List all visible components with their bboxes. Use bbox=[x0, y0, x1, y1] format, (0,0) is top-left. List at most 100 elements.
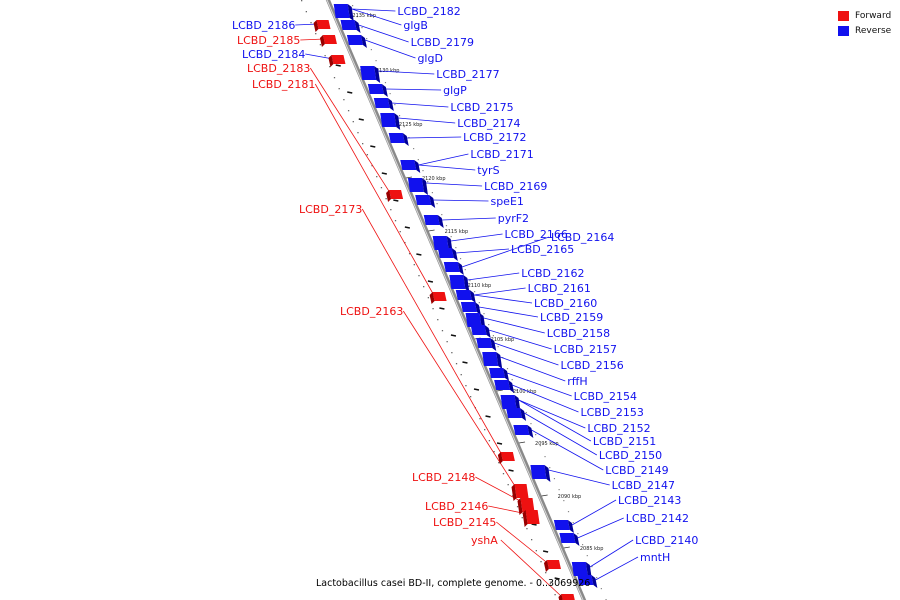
reverse-gene-label: LCBD_2156 bbox=[560, 359, 623, 372]
track-dot bbox=[493, 451, 495, 453]
reverse-leader bbox=[473, 294, 533, 304]
track-dot bbox=[511, 379, 513, 381]
track-dot bbox=[319, 44, 322, 46]
track-dot bbox=[445, 225, 448, 227]
reverse-gene-label: speE1 bbox=[490, 195, 523, 208]
track-dot bbox=[399, 231, 401, 233]
reverse-gene-label: LCBD_2152 bbox=[587, 422, 650, 435]
reverse-gene bbox=[388, 133, 405, 143]
reverse-gene-label: LCBD_2162 bbox=[521, 267, 584, 280]
reverse-gene bbox=[506, 408, 523, 418]
legend-reverse: Reverse bbox=[838, 23, 891, 38]
gene-features bbox=[313, 4, 598, 600]
track-dot bbox=[441, 330, 444, 332]
reverse-leader bbox=[385, 88, 442, 91]
legend: Forward Reverse bbox=[838, 8, 891, 38]
map-caption: Lactobacillus casei BD-II, complete geno… bbox=[316, 578, 591, 589]
track-dot bbox=[535, 550, 537, 552]
track-tick bbox=[370, 145, 376, 148]
tick-mark bbox=[405, 176, 413, 179]
reverse-leader bbox=[378, 70, 435, 75]
reverse-gene-label: LCBD_2161 bbox=[528, 282, 591, 295]
track-dot bbox=[474, 291, 476, 293]
reverse-gene-label: pyrF2 bbox=[498, 212, 529, 225]
reverse-gene bbox=[340, 20, 357, 30]
reverse-gene bbox=[513, 425, 530, 435]
reverse-leader bbox=[518, 399, 592, 442]
reverse-leader bbox=[406, 136, 462, 139]
track-dot bbox=[553, 478, 556, 480]
track-tick bbox=[450, 334, 457, 337]
reverse-gene-shade bbox=[474, 302, 481, 315]
legend-reverse-label: Reverse bbox=[855, 25, 892, 36]
tick-label: 2105 kbp bbox=[491, 337, 515, 343]
forward-swatch bbox=[838, 10, 849, 21]
forward-gene-label: LCBD_2148 bbox=[412, 471, 475, 484]
forward-gene-label: LCBD_2186 bbox=[232, 19, 295, 32]
reverse-leader bbox=[391, 102, 449, 108]
forward-gene bbox=[546, 560, 561, 569]
reverse-gene bbox=[476, 338, 493, 348]
reverse-gene-shade bbox=[514, 395, 521, 412]
reverse-gene-label: LCBD_2174 bbox=[457, 117, 520, 130]
backbone-line bbox=[325, 0, 587, 600]
reverse-gene bbox=[577, 575, 594, 585]
forward-gene bbox=[525, 510, 540, 524]
track-dot bbox=[554, 594, 556, 596]
forward-gene-label: LCBD_2163 bbox=[340, 305, 403, 318]
reverse-gene-label: LCBD_2177 bbox=[436, 68, 499, 81]
track-dot bbox=[549, 467, 551, 469]
forward-gene bbox=[500, 452, 515, 461]
track-dot bbox=[418, 275, 420, 277]
reverse-leader bbox=[483, 317, 545, 334]
forward-gene-shade bbox=[429, 292, 435, 304]
track-dot bbox=[384, 82, 387, 84]
track-dot bbox=[432, 308, 434, 310]
reverse-gene-label: glgP bbox=[443, 84, 467, 97]
reverse-gene-shade bbox=[429, 195, 436, 208]
reverse-leader bbox=[358, 24, 409, 43]
tick-mark bbox=[518, 441, 526, 444]
track-dot bbox=[305, 11, 307, 13]
reverse-gene-label: LCBD_2143 bbox=[618, 494, 681, 507]
reverse-gene-label: LCBD_2182 bbox=[397, 5, 460, 18]
track-dot bbox=[413, 264, 415, 266]
reverse-leader bbox=[531, 429, 604, 471]
legend-forward-label: Forward bbox=[855, 10, 892, 21]
reverse-gene bbox=[465, 313, 482, 327]
reverse-gene-label: LCBD_2164 bbox=[551, 231, 614, 244]
track-dot bbox=[521, 517, 523, 519]
track-dot bbox=[427, 181, 429, 183]
reverse-gene-shade bbox=[503, 368, 510, 381]
reverse-gene-label: LCBD_2160 bbox=[534, 297, 597, 310]
track-dot bbox=[469, 396, 472, 398]
track-dot bbox=[572, 522, 574, 524]
reverse-gene-shade bbox=[360, 35, 367, 48]
reverse-leader bbox=[548, 469, 610, 486]
reverse-gene-label: LCBD_2159 bbox=[540, 311, 603, 324]
reverse-leader bbox=[351, 8, 396, 12]
reverse-gene bbox=[346, 35, 363, 45]
track-dot bbox=[437, 319, 439, 321]
track-dot bbox=[577, 533, 579, 535]
reverse-leader bbox=[524, 412, 598, 456]
reverse-gene-label: LCBD_2149 bbox=[605, 464, 668, 477]
track-dot bbox=[525, 412, 527, 414]
reverse-gene-shade bbox=[544, 465, 551, 482]
reverse-gene bbox=[449, 275, 466, 289]
forward-gene-shade bbox=[386, 190, 392, 202]
forward-gene bbox=[520, 498, 535, 512]
reverse-gene bbox=[460, 302, 477, 312]
reverse-gene-label: LCBD_2166 bbox=[505, 228, 568, 241]
tick-label: 2085 kbp bbox=[580, 546, 604, 552]
reverse-gene-label: mntH bbox=[640, 551, 670, 564]
forward-gene-label: LCBD_2146 bbox=[425, 500, 488, 513]
track-dot bbox=[315, 33, 317, 35]
reverse-leader bbox=[507, 372, 572, 397]
reverse-gene bbox=[470, 325, 487, 335]
reverse-gene-shade bbox=[573, 533, 580, 546]
forward-track-dots bbox=[301, 0, 607, 600]
reverse-gene-shade bbox=[520, 408, 527, 421]
forward-leader bbox=[500, 539, 564, 599]
forward-gene bbox=[561, 594, 575, 600]
